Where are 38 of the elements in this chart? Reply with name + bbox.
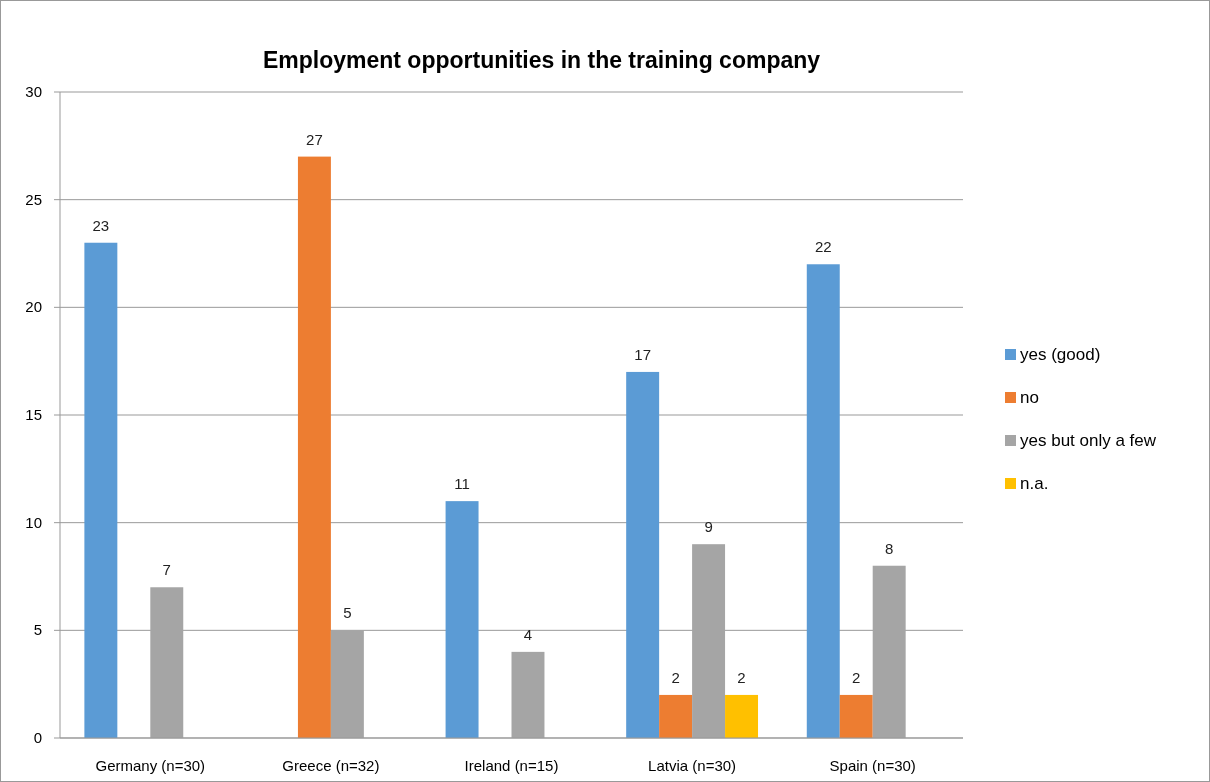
data-label: 23 [92,216,110,234]
chart-title: Employment opportunities in the training company [262,47,821,73]
y-tick-label: 30 [25,83,42,100]
bar [806,264,840,738]
data-label: 8 [885,539,894,557]
data-label: 2 [852,668,861,686]
data-label: 4 [523,625,533,643]
data-label: 22 [814,238,832,256]
bar [839,694,873,738]
data-label: 11 [454,475,470,493]
y-tick-label: 5 [33,621,42,639]
legend-label: yes (good) [1020,345,1101,364]
legend-label: n.a. [1020,474,1049,493]
x-tick-label: Spain (n=30) [829,757,916,774]
data-label: 5 [343,604,352,622]
y-tick-label: 10 [25,513,42,531]
x-tick-label: Germany (n=30) [95,757,206,774]
data-label: 27 [306,130,323,148]
bar [659,694,693,738]
y-tick-label: 20 [25,298,42,316]
x-tick-label: Greece (n=32) [282,757,380,774]
y-tick-label: 0 [33,729,42,746]
data-label: 2 [737,668,746,686]
x-tick-label: Ireland (n=15) [464,757,559,774]
bar [725,694,759,738]
data-label: 9 [704,518,713,536]
legend-label: no [1020,388,1039,407]
y-tick-label: 25 [25,190,42,208]
y-tick-label: 15 [25,406,42,423]
bar [445,501,479,738]
data-label: 17 [634,345,651,363]
data-label: 7 [162,561,171,579]
legend-label: yes but only a few [1020,431,1157,450]
data-label: 2 [671,668,680,686]
bar [297,156,331,738]
bar [84,242,118,738]
bar [626,371,660,738]
x-tick-label: Latvia (n=30) [648,757,737,774]
